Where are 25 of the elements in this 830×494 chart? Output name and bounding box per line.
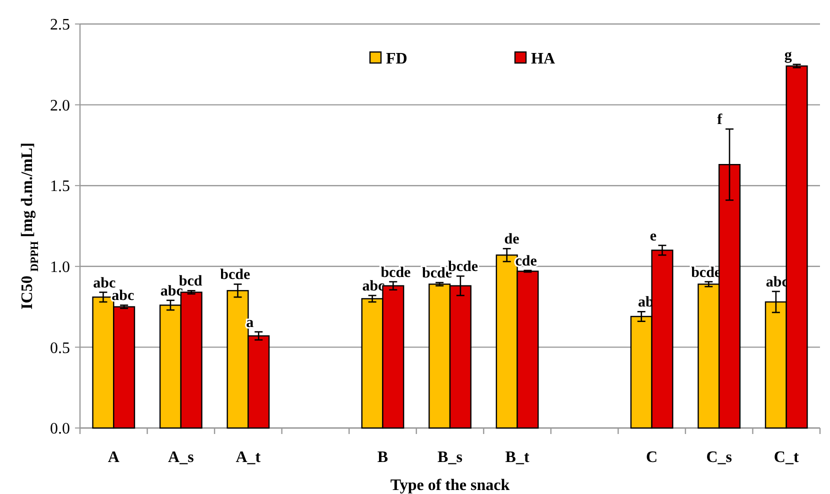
data-label: g (784, 47, 792, 64)
y-tick-label: 2.0 (50, 97, 70, 114)
x-tick-label: A_t (236, 449, 262, 466)
y-tick-label: 1.0 (50, 259, 70, 276)
x-tick-label: C (646, 449, 658, 466)
data-label: abc (362, 278, 386, 294)
x-tick-label: B_t (505, 449, 530, 466)
x-axis-title: Type of the snack (390, 477, 510, 494)
data-label: de (504, 232, 520, 248)
data-label: e (650, 228, 657, 244)
data-label: f (717, 112, 724, 128)
y-tick-label: 0.5 (50, 340, 70, 357)
legend-label: HA (531, 50, 556, 68)
x-tick-label: C_s (706, 449, 732, 466)
y-tick-label: 1.5 (50, 178, 70, 196)
x-tick-label: B (377, 449, 388, 466)
y-tick-label: 0.0 (50, 420, 70, 438)
y-tick-label: 2.5 (50, 16, 70, 34)
legend-label: FD (386, 50, 408, 68)
x-tick-label: A_s (168, 449, 194, 466)
x-tick-label: C_t (774, 449, 800, 466)
data-label: bcde (380, 264, 412, 281)
data-label: bcde (220, 267, 251, 284)
x-tick-label: A (108, 449, 120, 466)
x-tick-label: B_s (438, 449, 462, 466)
